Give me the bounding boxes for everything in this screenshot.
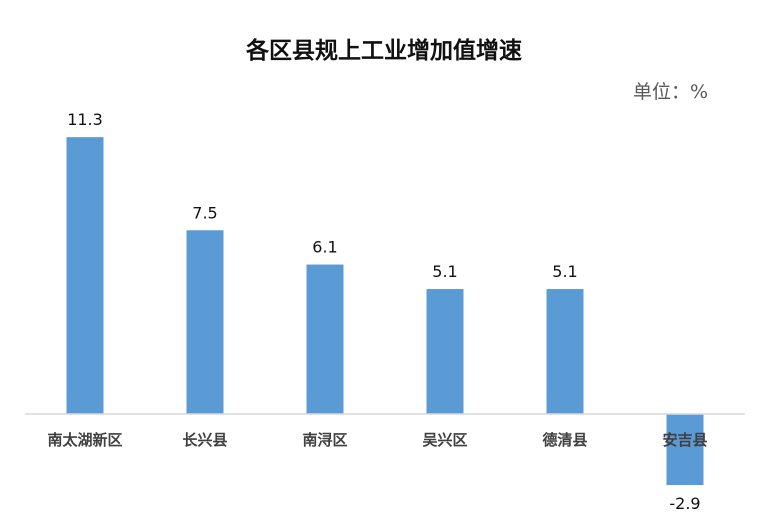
tick-labels-layer: 南太湖新区 长兴县 南浔区 吴兴区 德清县 安吉县 — [47, 431, 707, 449]
bar-3 — [426, 289, 464, 414]
data-label: 5.1 — [432, 262, 457, 281]
bars-layer — [66, 137, 704, 486]
x-tick-label: 吴兴区 — [422, 431, 467, 449]
x-tick-label: 南浔区 — [302, 431, 347, 449]
chart-title: 各区县规上工业增加值增速 — [245, 37, 522, 64]
data-labels-layer: 11.3 7.5 6.1 5.1 5.1 -2.9 — [67, 110, 700, 513]
data-label: 5.1 — [552, 262, 577, 281]
bar-1 — [186, 230, 224, 414]
bar-0 — [66, 137, 104, 414]
data-label: -2.9 — [669, 494, 700, 513]
data-label: 6.1 — [312, 238, 337, 257]
data-label: 7.5 — [192, 203, 217, 222]
x-tick-label: 南太湖新区 — [47, 431, 122, 449]
x-tick-label: 德清县 — [542, 431, 587, 449]
x-tick-label: 安吉县 — [662, 431, 707, 449]
data-label: 11.3 — [67, 110, 103, 129]
bar-4 — [546, 289, 584, 414]
unit-label: 单位：% — [633, 81, 708, 103]
bar-2 — [306, 264, 344, 414]
x-tick-label: 长兴县 — [182, 431, 227, 449]
bar-5 — [666, 414, 704, 486]
